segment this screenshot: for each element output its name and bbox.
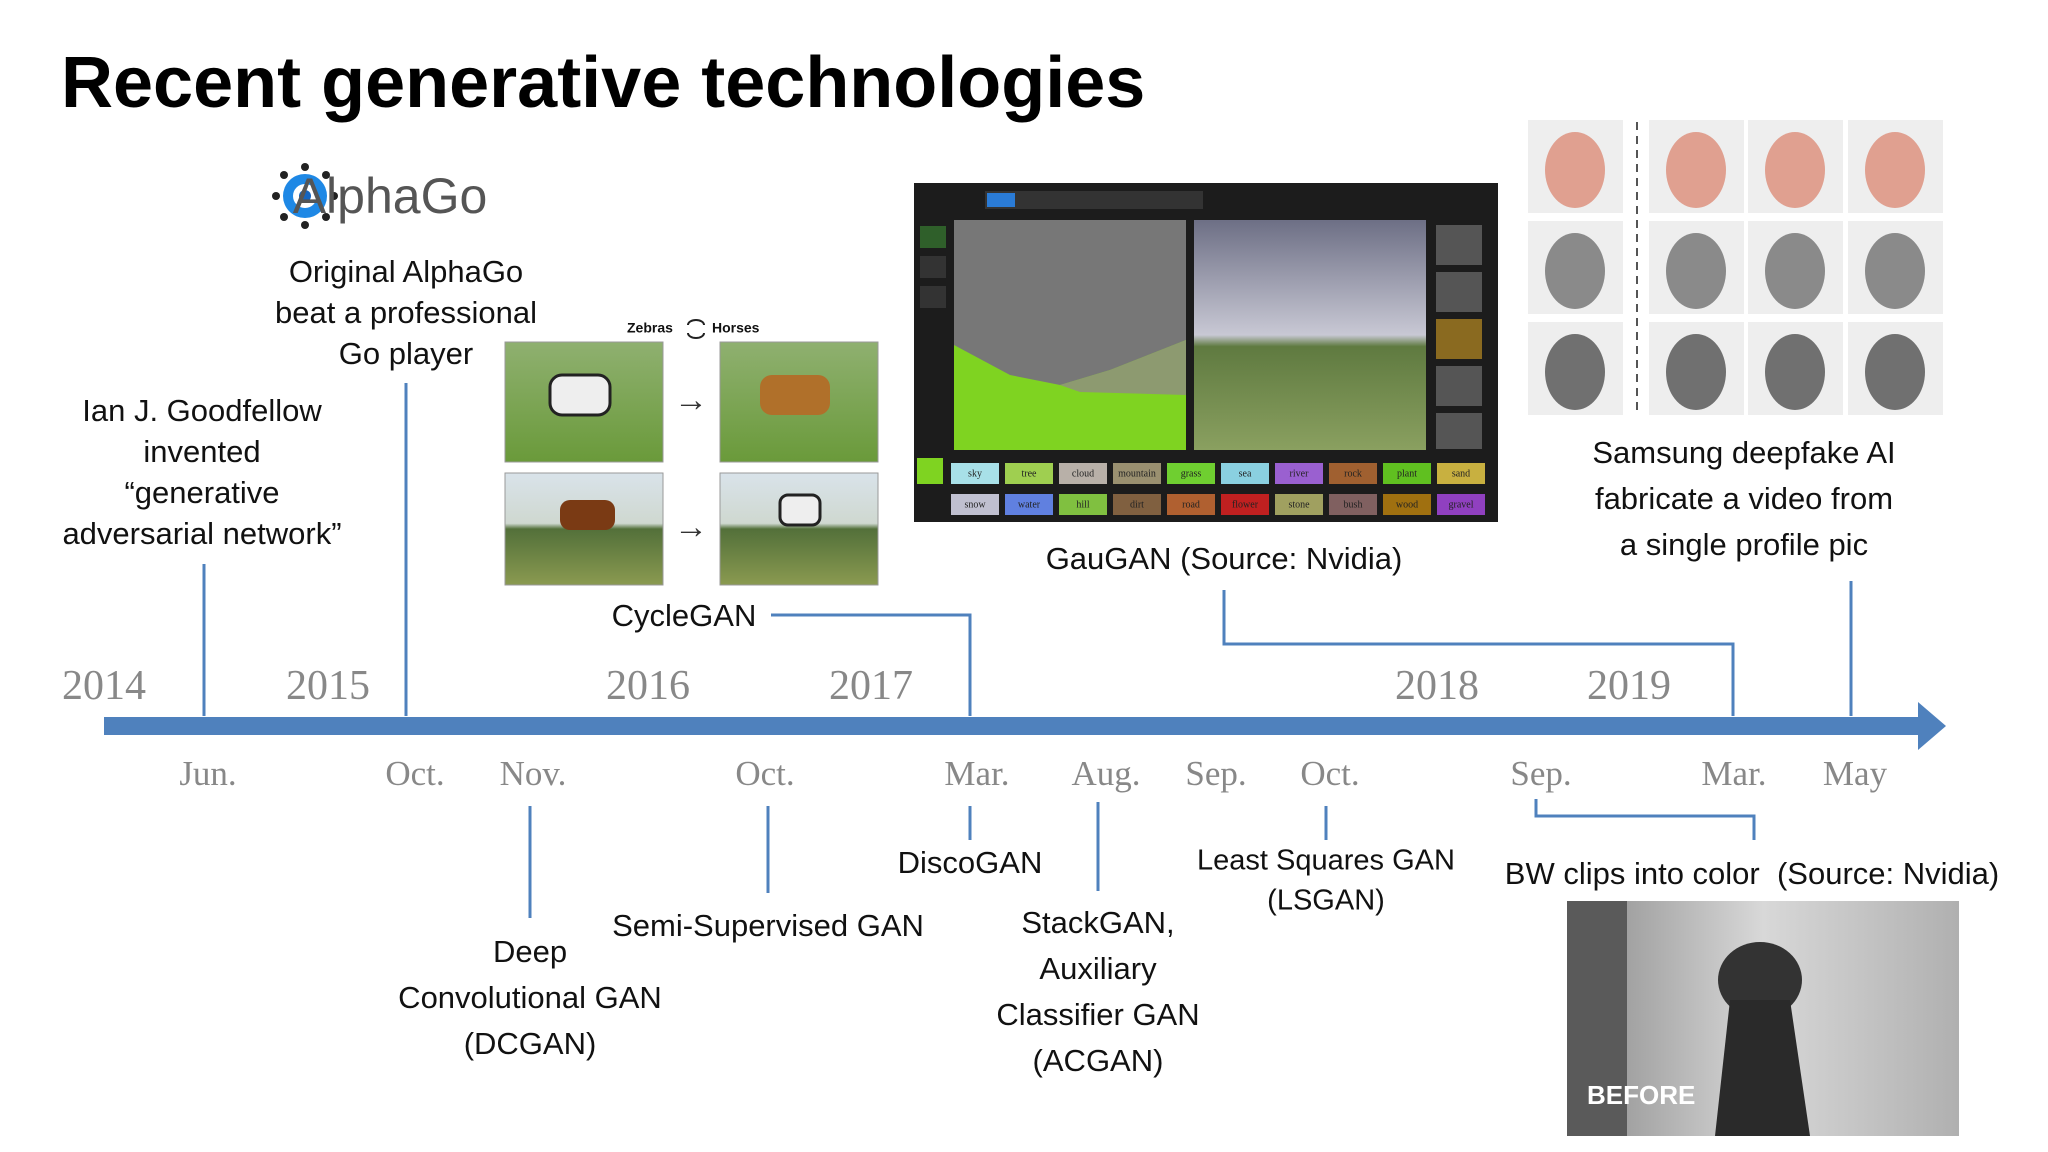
bw-overlay-text: BEFORE xyxy=(1587,1080,1695,1110)
timeline-arrowhead xyxy=(1918,702,1946,750)
month-label: Mar. xyxy=(1701,754,1767,793)
cyclegan-caption: CycleGAN xyxy=(611,598,757,633)
year-label: 2016 xyxy=(606,663,690,709)
deepfake-images xyxy=(1528,120,1943,415)
svg-text:→: → xyxy=(674,508,708,546)
cyclegan-images: → → xyxy=(504,319,879,586)
label-chip-text: sand xyxy=(1452,468,1470,479)
lsgan-caption: (LSGAN) xyxy=(1267,884,1385,917)
label-chip-text: dirt xyxy=(1130,499,1144,510)
month-label: Oct. xyxy=(735,754,795,793)
label-chip xyxy=(1059,494,1107,515)
month-label: Oct. xyxy=(385,754,445,793)
label-chip xyxy=(1167,463,1215,484)
bw-clip-image xyxy=(1567,901,1959,1136)
month-label: Sep. xyxy=(1510,754,1572,793)
label-chip xyxy=(1005,463,1053,484)
label-chip-text: water xyxy=(1018,499,1041,510)
label-chip xyxy=(1329,494,1377,515)
dcgan-caption: Convolutional GAN xyxy=(398,980,662,1015)
label-chip xyxy=(1437,494,1485,515)
month-label: Mar. xyxy=(944,754,1010,793)
label-chip-text: cloud xyxy=(1072,468,1094,479)
month-label: Sep. xyxy=(1185,754,1247,793)
samsung-caption: Samsung deepfake AI xyxy=(1592,435,1896,470)
slide-title: Recent generative technologies xyxy=(61,43,1146,123)
goodfellow-caption: adversarial network” xyxy=(62,516,342,551)
year-label: 2019 xyxy=(1587,663,1671,709)
label-chip-text: grass xyxy=(1181,468,1202,479)
cyclegan-header-right: Horses xyxy=(712,320,760,336)
label-chip xyxy=(1383,463,1431,484)
label-chip xyxy=(1167,494,1215,515)
label-chip xyxy=(1221,494,1269,515)
label-chip-text: hill xyxy=(1076,499,1090,510)
label-chip xyxy=(1275,463,1323,484)
label-chip-text: river xyxy=(1290,468,1310,479)
alphago-logo-text: AlphaGo xyxy=(292,168,488,224)
label-chip xyxy=(1437,463,1485,484)
alphago-icon xyxy=(272,163,338,229)
label-chip-text: sky xyxy=(968,468,982,479)
stackgan-caption: Auxiliary xyxy=(1039,951,1157,986)
month-label: Oct. xyxy=(1300,754,1360,793)
lsgan-caption: Least Squares GAN xyxy=(1197,844,1455,877)
svg-text:→: → xyxy=(674,381,708,419)
label-chip-text: stone xyxy=(1288,499,1310,510)
month-label: May xyxy=(1822,754,1888,793)
alphago-caption: Go player xyxy=(338,336,474,371)
label-chip xyxy=(1383,494,1431,515)
label-chip-text: tree xyxy=(1022,468,1038,479)
label-chip xyxy=(1113,463,1161,484)
label-chip-text: road xyxy=(1182,499,1200,510)
label-chip xyxy=(951,463,999,484)
label-chip-text: bush xyxy=(1344,499,1363,510)
label-chip xyxy=(1221,463,1269,484)
samsung-caption: fabricate a video from xyxy=(1594,481,1894,516)
bw-caption: BW clips into color (Source: Nvidia) xyxy=(1504,856,2000,891)
gaugan-caption: GauGAN (Source: Nvidia) xyxy=(1045,541,1403,576)
label-chip xyxy=(1113,494,1161,515)
label-chip-text: gravel xyxy=(1449,499,1474,510)
label-chip-text: mountain xyxy=(1118,468,1156,479)
month-label: Jun. xyxy=(179,754,237,793)
dcgan-caption: (DCGAN) xyxy=(463,1026,597,1061)
label-chip xyxy=(1005,494,1053,515)
year-label: 2018 xyxy=(1395,663,1479,709)
year-label: 2017 xyxy=(829,663,913,709)
samsung-caption: a single profile pic xyxy=(1619,527,1869,562)
goodfellow-caption: Ian J. Goodfellow xyxy=(82,393,322,428)
label-chip-text: sea xyxy=(1239,468,1252,479)
stackgan-caption: Classifier GAN xyxy=(996,997,1200,1032)
alphago-caption: beat a professional xyxy=(275,295,537,330)
label-chip-text: plant xyxy=(1397,468,1417,479)
timeline-bar xyxy=(104,717,1922,735)
label-chip-text: rock xyxy=(1344,468,1362,479)
stackgan-caption: (ACGAN) xyxy=(1032,1043,1164,1078)
stackgan-caption: StackGAN, xyxy=(1021,905,1175,940)
label-chip xyxy=(951,494,999,515)
label-chip-text: snow xyxy=(964,499,986,510)
cyclegan-header-left: Zebras xyxy=(627,320,673,336)
year-label: 2014 xyxy=(62,663,146,709)
month-label: Aug. xyxy=(1071,754,1141,793)
semi-supervised-caption: Semi-Supervised GAN xyxy=(612,908,924,943)
label-chip-text: wood xyxy=(1396,499,1418,510)
label-chip xyxy=(1329,463,1377,484)
month-label: Nov. xyxy=(499,754,567,793)
discogan-caption: DiscoGAN xyxy=(897,845,1043,880)
dcgan-caption: Deep xyxy=(492,934,568,969)
connectors xyxy=(202,383,1853,918)
label-chip xyxy=(1059,463,1107,484)
label-chip-text: flower xyxy=(1232,499,1259,510)
year-label: 2015 xyxy=(286,663,370,709)
goodfellow-caption: invented xyxy=(143,434,261,469)
goodfellow-caption: “generative xyxy=(124,475,280,510)
label-chip xyxy=(1275,494,1323,515)
alphago-caption: Original AlphaGo xyxy=(288,254,524,289)
